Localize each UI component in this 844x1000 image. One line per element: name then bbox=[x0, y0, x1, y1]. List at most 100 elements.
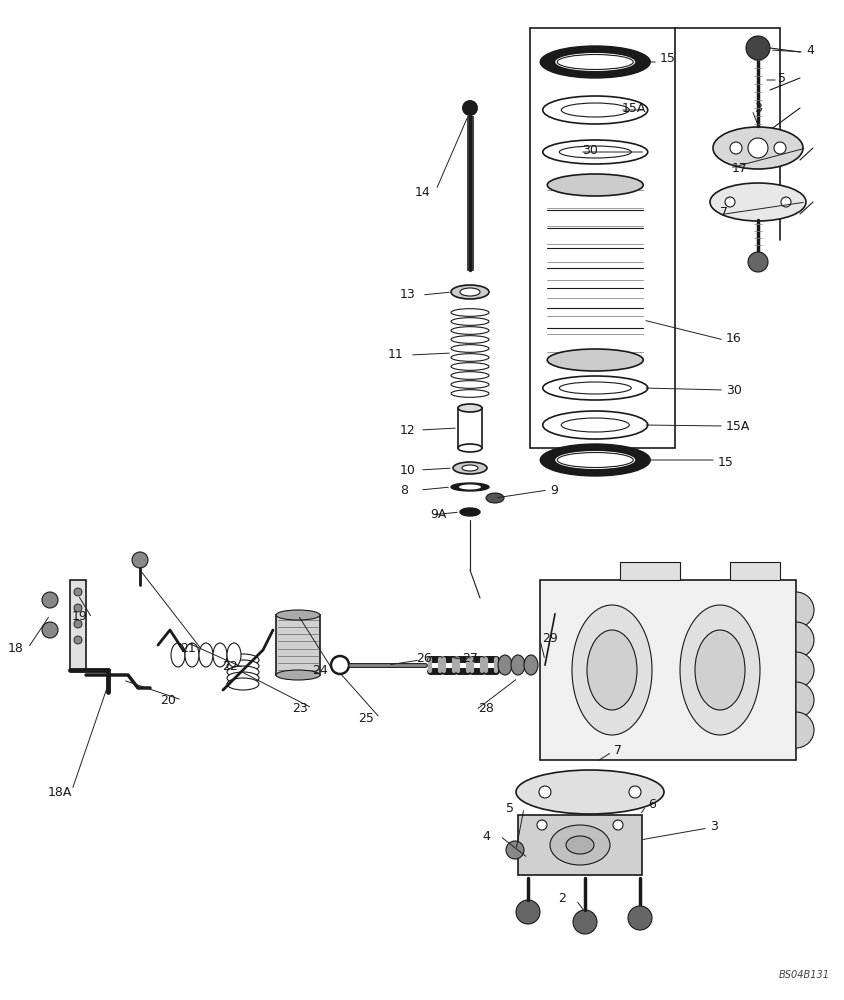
Circle shape bbox=[748, 138, 768, 158]
Circle shape bbox=[42, 592, 58, 608]
Text: 10: 10 bbox=[400, 464, 416, 477]
Text: 24: 24 bbox=[312, 664, 327, 676]
Ellipse shape bbox=[524, 655, 538, 675]
Ellipse shape bbox=[451, 327, 489, 334]
Circle shape bbox=[781, 197, 791, 207]
Ellipse shape bbox=[227, 666, 259, 678]
Ellipse shape bbox=[213, 643, 227, 667]
Ellipse shape bbox=[171, 643, 185, 667]
Ellipse shape bbox=[460, 508, 480, 516]
Circle shape bbox=[629, 786, 641, 798]
Ellipse shape bbox=[572, 605, 652, 735]
Circle shape bbox=[539, 786, 551, 798]
Ellipse shape bbox=[555, 451, 636, 469]
Circle shape bbox=[74, 588, 82, 596]
Text: BS04B131: BS04B131 bbox=[779, 970, 830, 980]
Bar bbox=[530, 28, 675, 448]
Text: 11: 11 bbox=[388, 349, 403, 361]
Ellipse shape bbox=[276, 610, 320, 620]
Ellipse shape bbox=[459, 485, 481, 489]
Ellipse shape bbox=[710, 183, 806, 221]
Ellipse shape bbox=[451, 318, 489, 325]
Text: 7: 7 bbox=[720, 206, 728, 219]
Text: 30: 30 bbox=[726, 383, 742, 396]
Circle shape bbox=[506, 841, 524, 859]
Ellipse shape bbox=[460, 288, 480, 296]
Ellipse shape bbox=[543, 411, 647, 439]
Ellipse shape bbox=[276, 670, 320, 680]
Wedge shape bbox=[796, 682, 814, 718]
Ellipse shape bbox=[227, 672, 259, 684]
Ellipse shape bbox=[451, 345, 489, 352]
Circle shape bbox=[462, 100, 478, 116]
Bar bbox=[276, 615, 320, 675]
Wedge shape bbox=[796, 712, 814, 748]
Ellipse shape bbox=[566, 836, 594, 854]
Ellipse shape bbox=[227, 678, 259, 690]
Text: 8: 8 bbox=[400, 484, 408, 496]
Ellipse shape bbox=[557, 54, 633, 70]
Text: 15A: 15A bbox=[726, 420, 750, 432]
Wedge shape bbox=[796, 592, 814, 628]
Text: 17: 17 bbox=[732, 161, 748, 174]
Circle shape bbox=[74, 636, 82, 644]
Circle shape bbox=[730, 142, 742, 154]
Ellipse shape bbox=[543, 96, 647, 124]
Wedge shape bbox=[796, 622, 814, 658]
Circle shape bbox=[74, 620, 82, 628]
Ellipse shape bbox=[498, 655, 512, 675]
Text: 30: 30 bbox=[582, 143, 598, 156]
Text: 3: 3 bbox=[754, 102, 762, 114]
Text: 16: 16 bbox=[726, 332, 742, 344]
Circle shape bbox=[613, 820, 623, 830]
Text: 14: 14 bbox=[415, 186, 430, 198]
Ellipse shape bbox=[462, 465, 478, 471]
Bar bbox=[620, 562, 680, 580]
Wedge shape bbox=[796, 652, 814, 688]
Ellipse shape bbox=[540, 46, 650, 78]
Text: 21: 21 bbox=[180, 642, 196, 654]
Circle shape bbox=[774, 142, 786, 154]
Ellipse shape bbox=[547, 174, 643, 196]
Bar bbox=[70, 580, 86, 670]
Circle shape bbox=[752, 142, 764, 154]
Text: 26: 26 bbox=[416, 652, 432, 664]
Ellipse shape bbox=[199, 643, 213, 667]
Ellipse shape bbox=[680, 605, 760, 735]
Bar bbox=[458, 408, 482, 448]
Circle shape bbox=[725, 197, 735, 207]
Ellipse shape bbox=[540, 444, 650, 476]
Circle shape bbox=[132, 552, 148, 568]
Text: 18: 18 bbox=[8, 642, 24, 654]
Text: 28: 28 bbox=[478, 702, 494, 714]
Ellipse shape bbox=[560, 146, 631, 158]
Ellipse shape bbox=[695, 630, 745, 710]
Ellipse shape bbox=[458, 444, 482, 452]
Circle shape bbox=[746, 36, 770, 60]
Text: 15A: 15A bbox=[622, 102, 647, 114]
Ellipse shape bbox=[486, 493, 504, 503]
Text: 23: 23 bbox=[292, 702, 308, 714]
Ellipse shape bbox=[453, 462, 487, 474]
Ellipse shape bbox=[227, 654, 259, 666]
Text: 27: 27 bbox=[462, 652, 478, 664]
Ellipse shape bbox=[458, 404, 482, 412]
Circle shape bbox=[331, 656, 349, 674]
Bar bbox=[547, 185, 643, 360]
Ellipse shape bbox=[555, 53, 636, 71]
Ellipse shape bbox=[451, 363, 489, 370]
Ellipse shape bbox=[451, 381, 489, 388]
Text: 6: 6 bbox=[648, 798, 656, 810]
Ellipse shape bbox=[451, 390, 489, 397]
Text: 25: 25 bbox=[358, 712, 374, 724]
Bar bbox=[730, 562, 780, 580]
Text: 12: 12 bbox=[400, 424, 416, 436]
Ellipse shape bbox=[227, 660, 259, 672]
Text: 19: 19 bbox=[72, 609, 88, 622]
Text: 4: 4 bbox=[482, 830, 490, 842]
Text: 22: 22 bbox=[222, 660, 238, 672]
Circle shape bbox=[537, 820, 547, 830]
Ellipse shape bbox=[185, 643, 199, 667]
Bar bbox=[467, 116, 473, 270]
Ellipse shape bbox=[587, 630, 637, 710]
